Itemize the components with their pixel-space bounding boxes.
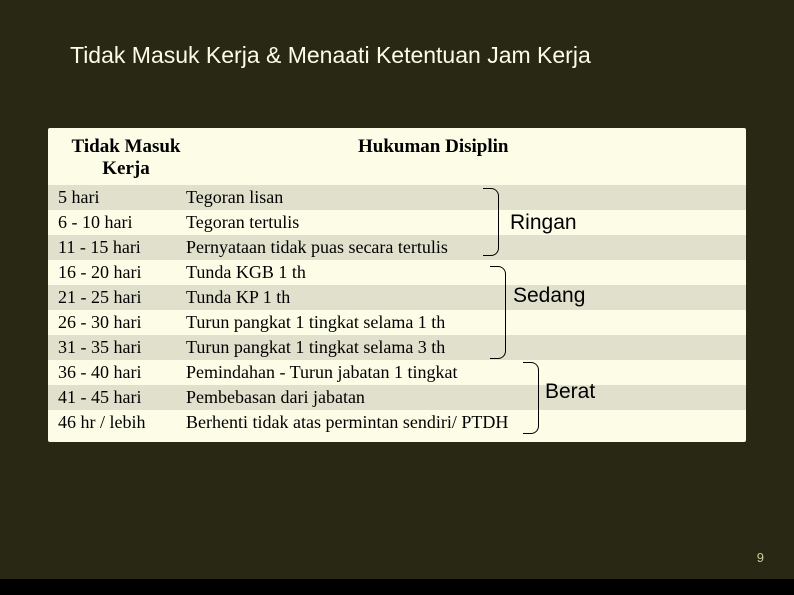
cell-range: 5 hari	[48, 185, 186, 210]
slide: Tidak Masuk Kerja & Menaati Ketentuan Ja…	[0, 0, 794, 595]
cell-punishment: Turun pangkat 1 tingkat selama 3 th	[186, 335, 445, 360]
cell-punishment: Turun pangkat 1 tingkat selama 1 th	[186, 310, 445, 335]
category-bracket	[483, 188, 499, 256]
cell-punishment: Tegoran tertulis	[186, 210, 299, 235]
cell-punishment: Tunda KP 1 th	[186, 285, 290, 310]
table-row: 31 - 35 hariTurun pangkat 1 tingkat sela…	[48, 335, 746, 360]
cell-range: 26 - 30 hari	[48, 310, 186, 335]
table-panel: Tidak Masuk Kerja Hukuman Disiplin 5 har…	[48, 128, 746, 442]
column-header-left: Tidak Masuk Kerja	[66, 136, 186, 180]
cell-range: 21 - 25 hari	[48, 285, 186, 310]
column-header-left-line2: Kerja	[102, 158, 149, 179]
cell-range: 36 - 40 hari	[48, 360, 186, 385]
cell-punishment: Tunda KGB 1 th	[186, 260, 306, 285]
category-bracket	[490, 266, 506, 359]
cell-range: 16 - 20 hari	[48, 260, 186, 285]
cell-punishment: Tegoran lisan	[186, 185, 283, 210]
bottom-border	[0, 579, 794, 595]
cell-punishment: Pembebasan dari jabatan	[186, 385, 365, 410]
table-panel-inner: Tidak Masuk Kerja Hukuman Disiplin 5 har…	[48, 128, 746, 442]
cell-punishment: Pernyataan tidak puas secara tertulis	[186, 235, 448, 260]
table-row: 41 - 45 hariPembebasan dari jabatan	[48, 385, 746, 410]
table-row: 46 hr / lebihBerhenti tidak atas permint…	[48, 410, 746, 435]
category-bracket	[523, 362, 539, 434]
table-rows: 5 hariTegoran lisan6 - 10 hariTegoran te…	[48, 185, 746, 435]
cell-range: 31 - 35 hari	[48, 335, 186, 360]
category-label: Sedang	[513, 284, 585, 308]
cell-range: 41 - 45 hari	[48, 385, 186, 410]
table-row: 21 - 25 hariTunda KP 1 th	[48, 285, 746, 310]
table-row: 26 - 30 hariTurun pangkat 1 tingkat sela…	[48, 310, 746, 335]
table-row: 5 hariTegoran lisan	[48, 185, 746, 210]
category-label: Berat	[545, 380, 595, 404]
cell-range: 6 - 10 hari	[48, 210, 186, 235]
category-label: Ringan	[510, 211, 577, 235]
column-header-right: Hukuman Disiplin	[358, 136, 509, 158]
cell-punishment: Berhenti tidak atas permintan sendiri/ P…	[186, 410, 508, 435]
cell-range: 11 - 15 hari	[48, 235, 186, 260]
page-number: 9	[757, 550, 764, 565]
cell-range: 46 hr / lebih	[48, 410, 186, 435]
table-row: 6 - 10 hariTegoran tertulis	[48, 210, 746, 235]
table-row: 36 - 40 hariPemindahan - Turun jabatan 1…	[48, 360, 746, 385]
table-row: 16 - 20 hariTunda KGB 1 th	[48, 260, 746, 285]
table-row: 11 - 15 hariPernyataan tidak puas secara…	[48, 235, 746, 260]
slide-title: Tidak Masuk Kerja & Menaati Ketentuan Ja…	[70, 42, 591, 69]
cell-punishment: Pemindahan - Turun jabatan 1 tingkat	[186, 360, 457, 385]
column-header-left-line1: Tidak Masuk	[72, 136, 181, 157]
